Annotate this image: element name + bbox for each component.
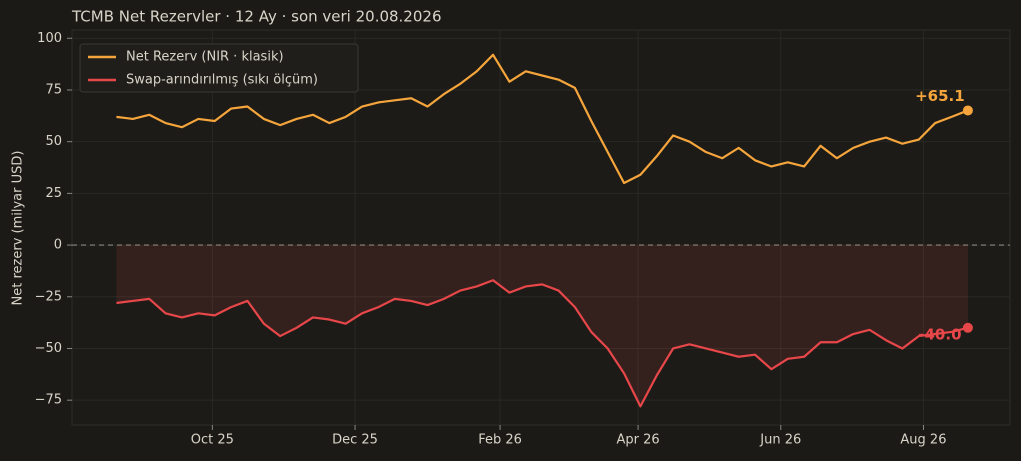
y-tick-label: −50 — [35, 341, 62, 356]
chart-title: TCMB Net Rezervler · 12 Ay · son veri 20… — [71, 8, 442, 26]
x-tick-label: Dec 25 — [332, 433, 378, 448]
y-tick-label: 25 — [45, 186, 62, 201]
y-axis-label: Net rezerv (milyar USD) — [11, 151, 26, 306]
end-point — [962, 322, 973, 333]
y-tick-label: 0 — [54, 238, 62, 253]
x-tick-label: Feb 26 — [478, 433, 522, 448]
legend-box — [79, 43, 359, 93]
legend-label: Swap-arındırılmış (sıkı ölçüm) — [126, 73, 318, 88]
end-point — [962, 105, 973, 116]
plot-area — [71, 29, 1011, 426]
x-tick-label: Jun 26 — [759, 433, 801, 448]
y-tick-label: 75 — [45, 82, 62, 97]
value-label: +65.1 — [915, 87, 965, 105]
x-tick-label: Apr 26 — [616, 433, 659, 448]
line — [116, 279, 969, 408]
line — [116, 53, 969, 185]
y-tick-label: −25 — [35, 289, 62, 304]
x-tick-label: Aug 26 — [900, 433, 946, 448]
y-tick-label: 100 — [37, 31, 62, 46]
x-tick-label: Oct 25 — [191, 433, 234, 448]
y-tick-label: −75 — [35, 393, 62, 408]
legend-label: Net Rezerv (NIR · klasik) — [126, 50, 284, 65]
value-label: -40.0 — [918, 325, 961, 343]
y-tick-label: 50 — [45, 134, 62, 149]
area — [116, 245, 968, 407]
